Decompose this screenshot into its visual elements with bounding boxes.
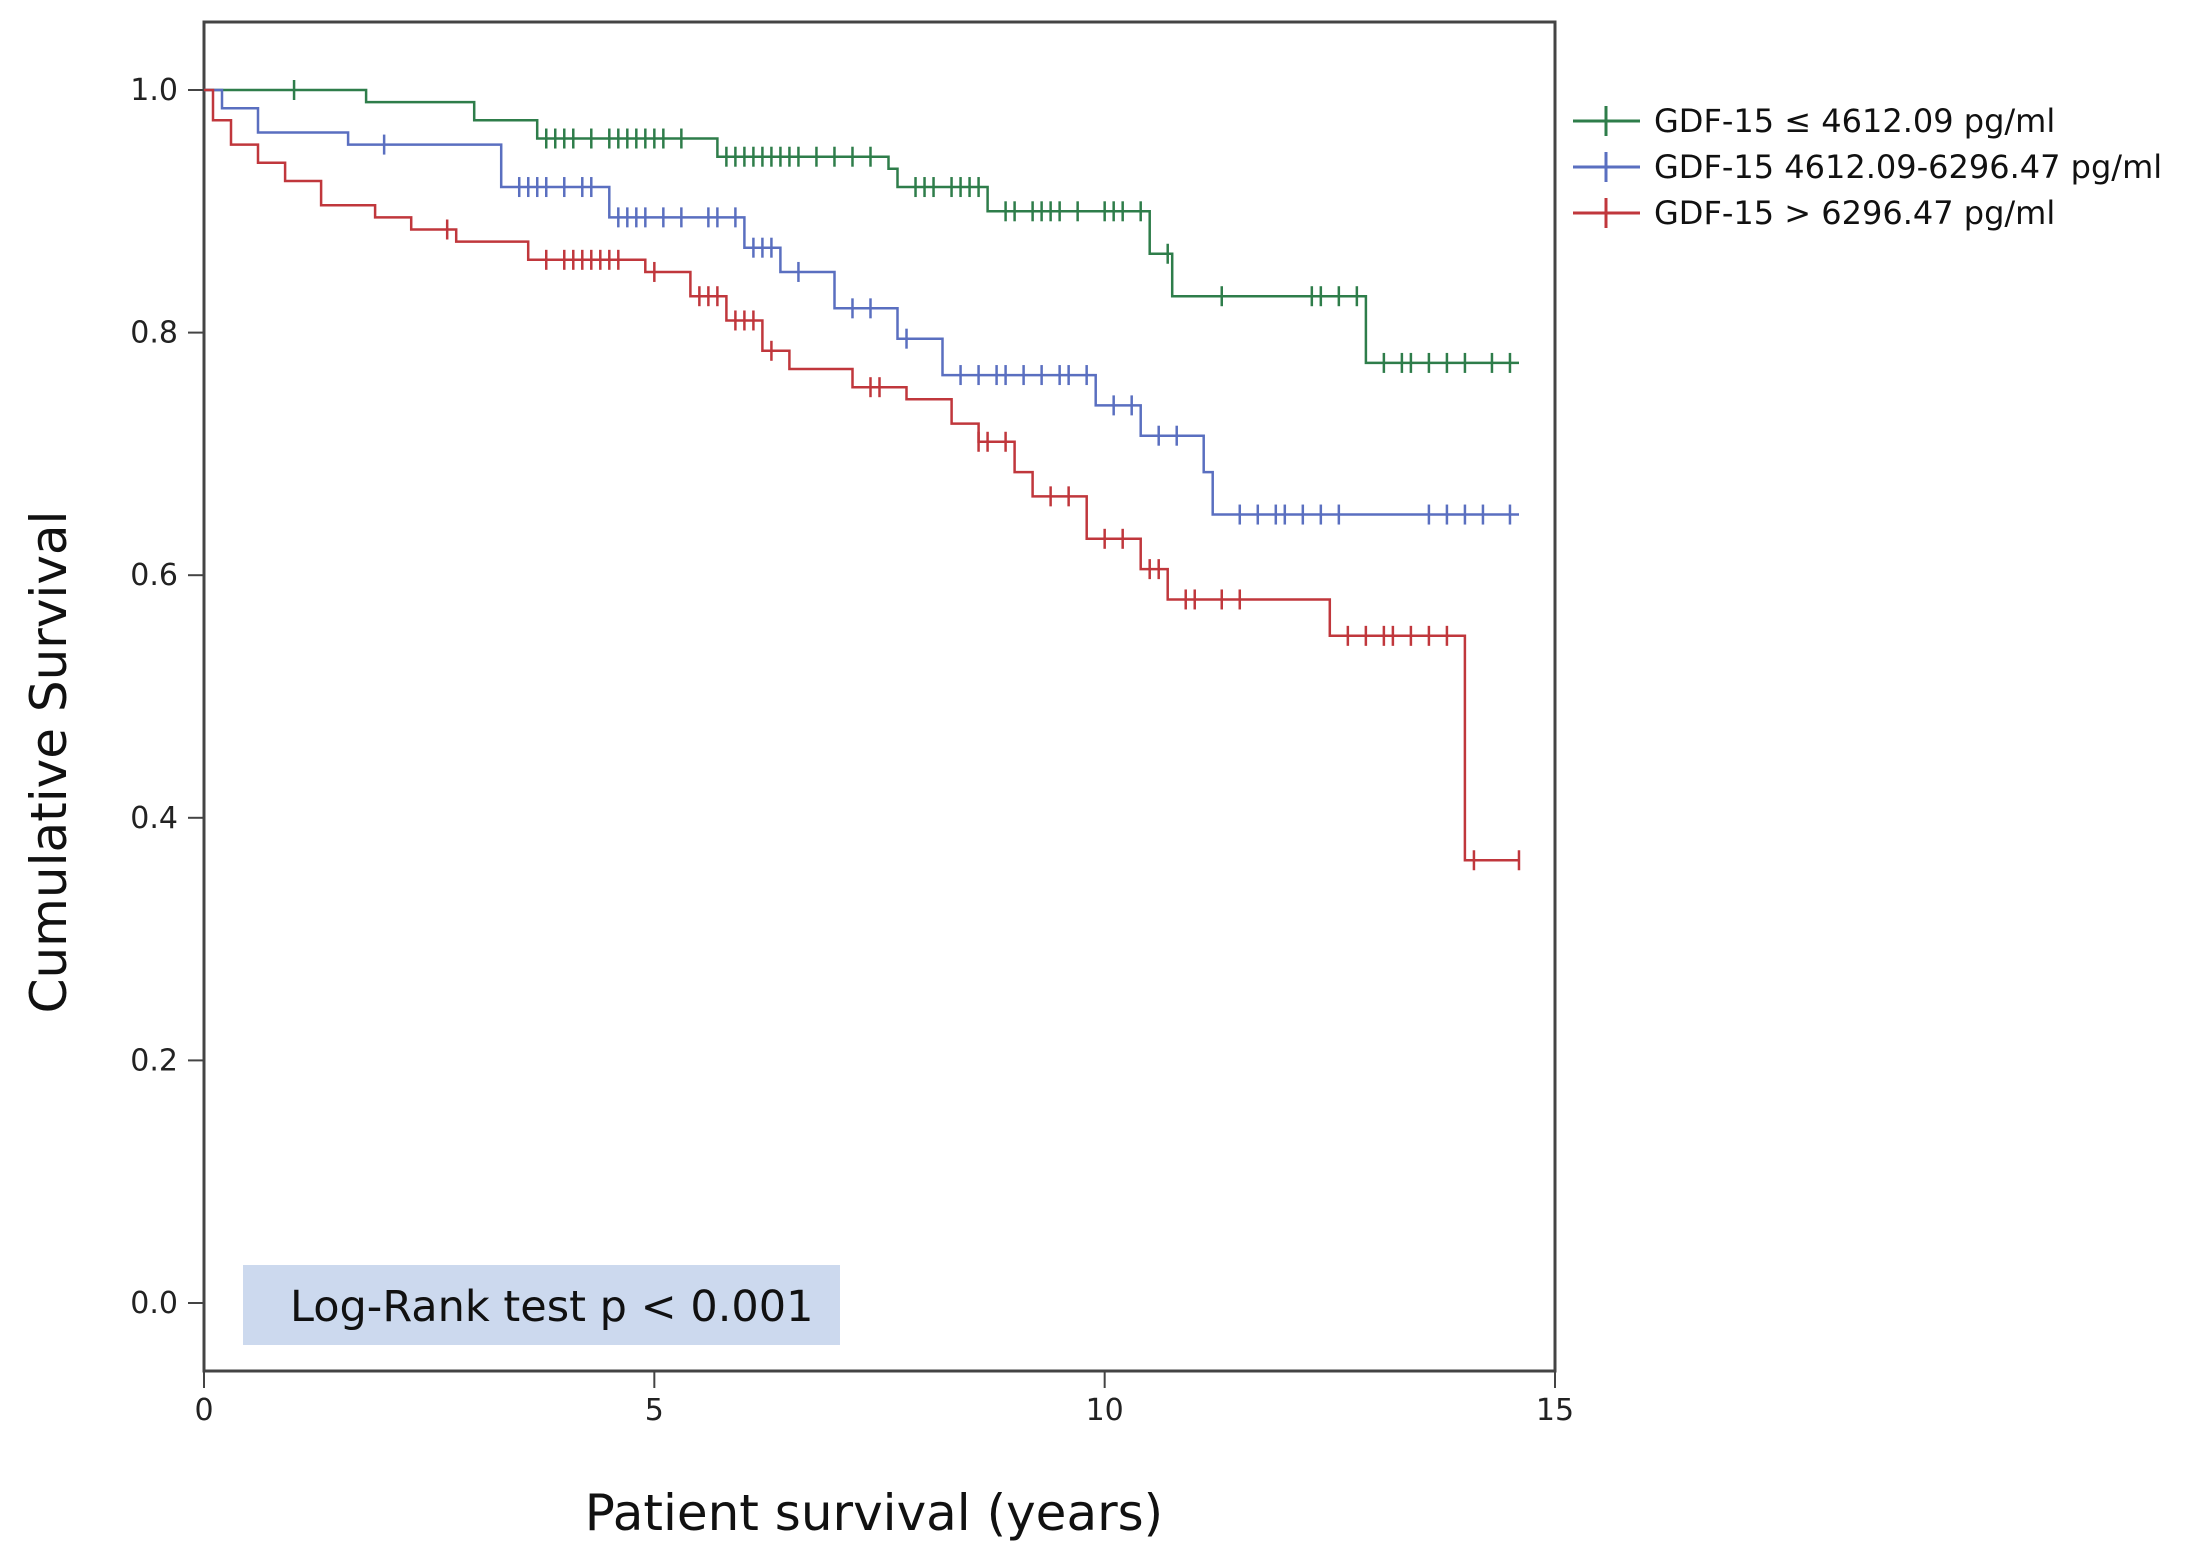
y-tick-label: 0.6 [130, 558, 178, 593]
x-tick-label: 10 [1086, 1393, 1124, 1428]
y-tick-label: 1.0 [130, 73, 178, 108]
y-axis: 0.0 0.2 0.4 0.6 0.8 1.0 [130, 73, 204, 1321]
survival-line [204, 88, 1519, 516]
series-3 [204, 88, 1521, 871]
y-axis-title: Cumulative Survival [20, 511, 78, 1014]
survival-line [204, 88, 1519, 862]
y-tick-label: 0.2 [130, 1043, 178, 1078]
legend-item: GDF-15 ≤ 4612.09 pg/ml [1573, 102, 2055, 140]
legend-item: GDF-15 > 6296.47 pg/ml [1573, 194, 2055, 232]
series-2 [204, 88, 1519, 525]
survival-line [204, 88, 1519, 365]
series-layer [204, 80, 1521, 871]
legend-label: GDF-15 ≤ 4612.09 pg/ml [1654, 102, 2055, 140]
y-tick-label: 0.0 [130, 1286, 178, 1321]
x-axis: 0 5 10 15 [194, 1371, 1574, 1428]
annotation-box [243, 1265, 840, 1345]
legend-item: GDF-15 4612.09-6296.47 pg/ml [1573, 148, 2162, 186]
x-axis-title: Patient survival (years) [585, 1484, 1163, 1542]
series-1 [204, 80, 1519, 373]
plot-frame [202, 20, 1557, 1373]
y-tick-label: 0.4 [130, 801, 178, 836]
x-tick-label: 5 [645, 1393, 664, 1428]
x-tick-label: 0 [194, 1393, 213, 1428]
x-tick-label: 15 [1536, 1393, 1574, 1428]
legend-label: GDF-15 4612.09-6296.47 pg/ml [1654, 148, 2162, 186]
legend-label: GDF-15 > 6296.47 pg/ml [1654, 194, 2055, 232]
y-tick-label: 0.8 [130, 316, 178, 351]
legend: GDF-15 ≤ 4612.09 pg/ml GDF-15 4612.09-629… [1573, 102, 2162, 232]
annotation-text: Log-Rank test p < 0.001 [290, 1282, 813, 1332]
